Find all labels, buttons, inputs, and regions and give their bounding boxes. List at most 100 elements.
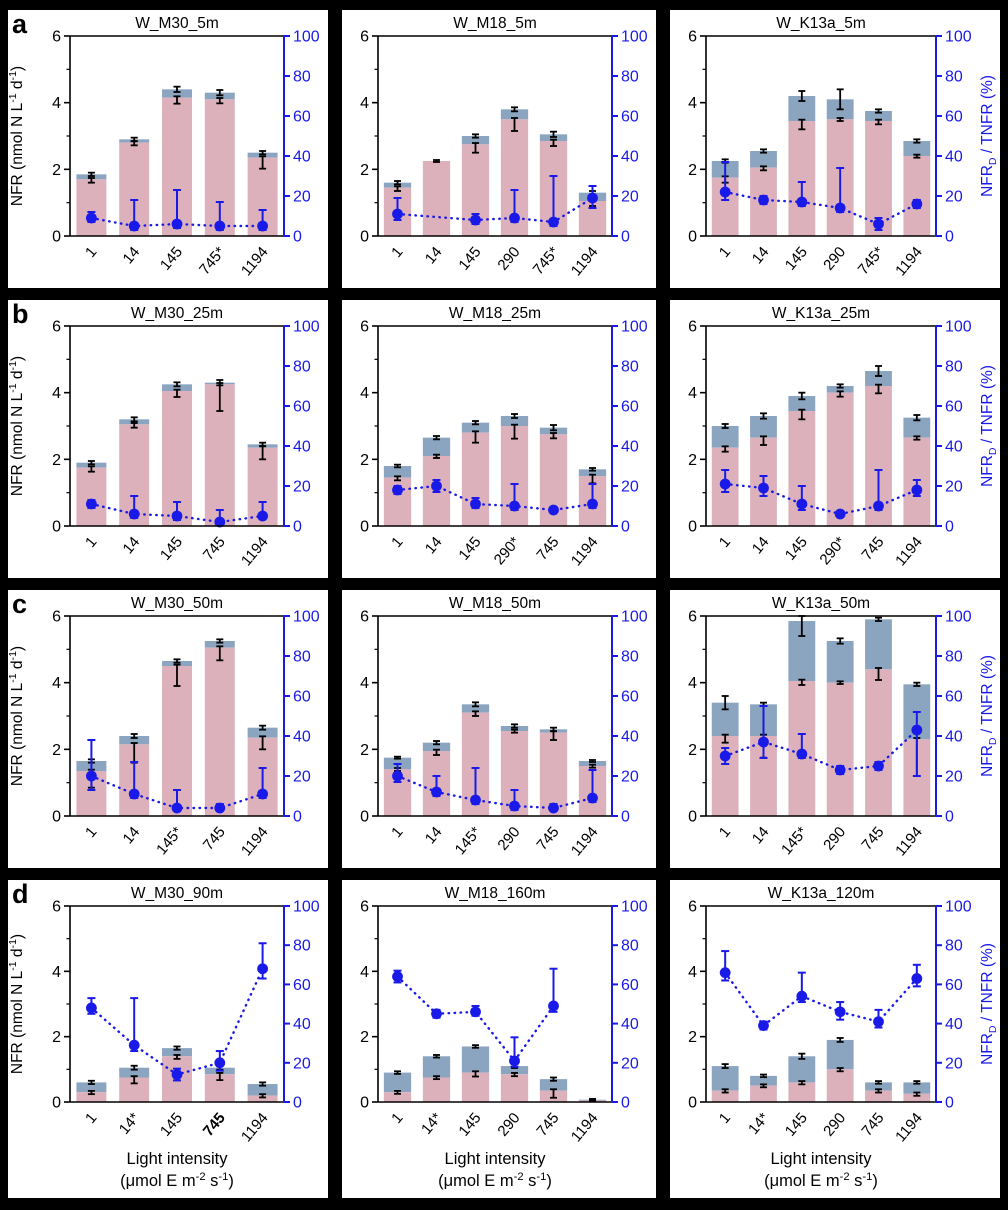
row-letter-b: b	[12, 300, 29, 329]
panel-title: W_M30_25m	[131, 305, 223, 322]
right-tick-label: 40	[621, 439, 639, 456]
right-tick-label: 80	[293, 69, 311, 86]
right-tick-label: 60	[293, 109, 311, 126]
pct-dotted-line	[396, 484, 594, 512]
pct-point	[796, 196, 808, 208]
left-tick-label: 0	[688, 1095, 697, 1112]
right-tick-label: 100	[945, 29, 972, 46]
x-tick-label: 14	[120, 824, 144, 848]
bar-light-segment	[711, 1090, 739, 1102]
bar-dark-segment	[383, 466, 412, 478]
left-tick-label: 0	[52, 1095, 61, 1112]
bar-dark-segment	[422, 1056, 451, 1078]
pct-point	[834, 202, 846, 214]
x-tick-label: 145	[455, 244, 484, 274]
left-tick-label: 4	[52, 964, 61, 981]
right-tick-label: 20	[945, 1055, 963, 1072]
x-tick-label: 745	[533, 824, 562, 854]
pct-point	[214, 802, 226, 814]
x-tick-label: 1	[82, 244, 100, 261]
bar-light-segment	[826, 682, 854, 816]
x-tick-label: 745	[200, 1110, 229, 1140]
x-axis-label-line2: (μmol E m-2​ s-1​)	[438, 1171, 552, 1190]
bar-dark-segment	[865, 619, 892, 670]
pct-point	[431, 786, 442, 798]
left-tick-label: 6	[52, 899, 61, 916]
right-tick-label: 0	[293, 1095, 302, 1112]
x-tick-label: 145	[782, 534, 811, 564]
pct-point	[758, 1020, 769, 1031]
pct-point	[214, 516, 226, 528]
right-tick-label: 40	[945, 149, 963, 166]
x-tick-label: 290	[820, 244, 849, 274]
bar-dark-segment	[788, 396, 816, 411]
pct-point	[873, 1016, 884, 1028]
left-axis-label: NFR (nmol N L-1​ d-1​)	[8, 646, 26, 786]
right-tick-label: 40	[293, 149, 311, 166]
x-tick-label: 14*	[418, 1110, 446, 1138]
right-tick-label: 40	[621, 1016, 639, 1033]
x-tick-label: 745	[200, 534, 229, 564]
x-tick-label: 145*	[778, 824, 811, 859]
bar-dark-segment	[500, 416, 529, 426]
x-tick-label: 1	[388, 534, 406, 551]
pct-point	[257, 220, 268, 232]
x-tick-label: 1194	[892, 534, 926, 570]
x-tick-label: 1	[82, 824, 100, 841]
bar-dark-segment	[119, 736, 150, 745]
x-tick-label: 1	[716, 244, 734, 261]
left-tick-label: 0	[360, 809, 369, 826]
pct-point	[392, 770, 403, 782]
left-tick-label: 6	[360, 609, 369, 626]
pct-point	[171, 510, 183, 522]
right-tick-label: 0	[621, 229, 630, 246]
panel-W_M18_5m: 0 2 4 6 0 20 40 60 80 100 1 14 145 290 745* 1194 W_M18_5…	[342, 10, 656, 288]
left-tick-label: 2	[52, 162, 61, 179]
panel-title: W_M18_160m	[445, 885, 546, 902]
pct-dotted-line	[396, 774, 594, 810]
right-tick-label: 40	[293, 439, 311, 456]
right-tick-label: 100	[293, 319, 320, 336]
pct-point	[719, 750, 731, 762]
x-tick-label: 1	[716, 1110, 734, 1127]
panel-W_K13a_120m: 0 2 4 6 0 20 40 60 80 100 1 14* 145 290 745 1194 W_K13a_…	[670, 880, 1000, 1198]
panel-title: W_M18_50m	[449, 595, 541, 612]
left-tick-label: 4	[688, 964, 697, 981]
bar-dark-segment	[383, 1072, 412, 1093]
left-tick-label: 0	[52, 229, 61, 246]
right-tick-label: 40	[621, 149, 639, 166]
left-tick-label: 6	[688, 899, 697, 916]
pct-point	[796, 498, 808, 510]
right-tick-label: 0	[621, 519, 630, 536]
x-tick-label: 1194	[568, 1110, 602, 1146]
right-tick-label: 40	[945, 439, 963, 456]
bar-dark-segment	[247, 727, 278, 738]
pct-point	[470, 214, 481, 226]
bar-light-segment	[865, 669, 892, 816]
left-tick-label: 2	[688, 452, 697, 469]
row-letter-a: a	[12, 10, 28, 39]
x-tick-label: 290	[820, 824, 849, 854]
pct-dotted-line	[723, 728, 919, 772]
pct-point	[214, 220, 226, 232]
right-tick-label: 80	[621, 649, 639, 666]
bar-light-segment	[247, 1095, 278, 1102]
bar-light-segment	[826, 392, 854, 526]
bar-light-segment	[204, 647, 235, 816]
bar-dark-segment	[422, 742, 451, 751]
bar-dark-segment	[247, 1084, 278, 1096]
x-tick-label: 1194	[568, 824, 602, 860]
left-tick-label: 0	[360, 229, 369, 246]
left-tick-label: 4	[688, 385, 697, 402]
x-axis-label-line1: Light intensity	[445, 1150, 547, 1168]
pct-point	[392, 208, 403, 220]
x-tick-label: 1194	[892, 1110, 926, 1146]
left-tick-label: 2	[688, 162, 697, 179]
x-tick-label: 145	[157, 534, 186, 564]
bar-dark-segment	[903, 417, 931, 438]
x-tick-label: 290*	[816, 534, 849, 569]
